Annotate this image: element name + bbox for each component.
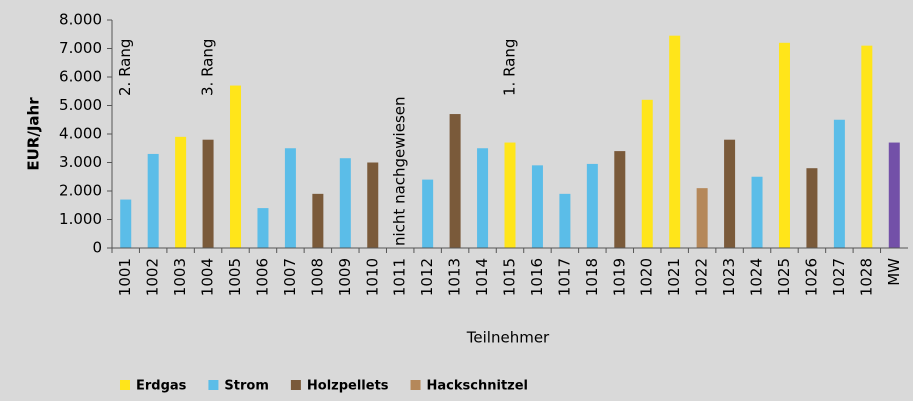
bar [367,162,379,248]
bar [339,158,351,248]
bar [559,193,571,248]
y-tick-label: 1.000 [59,210,102,228]
bar [477,148,489,248]
x-tick-label: 1011 [391,258,409,296]
x-tick-label: 1002 [144,258,162,296]
y-tick-label: 2.000 [59,182,102,200]
x-tick-label: 1026 [802,258,820,296]
x-tick-label: 1019 [610,258,628,296]
legend-label: Erdgas [136,379,187,394]
bar [422,179,434,248]
legend-label: Holzpellets [307,379,389,394]
x-tick-label: 1020 [638,258,656,296]
x-tick-label: 1006 [253,258,271,296]
y-tick-label: 8.000 [59,11,102,29]
bar [861,45,873,249]
bar [257,208,269,248]
x-tick-label: 1016 [528,258,546,296]
y-tick-label: 3.000 [59,153,102,171]
x-tick-label: 1022 [693,258,711,296]
x-tick-label: 1017 [555,258,573,296]
bar [751,176,763,248]
x-tick-label: 1008 [308,258,326,296]
bar [833,119,845,248]
x-tick-label: 1001 [116,258,134,296]
x-tick-label: 1024 [748,258,766,296]
annotation: nicht nachgewiesen [391,97,409,247]
annotation: 1. Rang [501,39,519,96]
bar [531,165,543,248]
x-tick-label: 1010 [363,258,381,296]
y-axis-title: EUR/Jahr [25,97,43,171]
bar [449,114,461,248]
bar [230,85,242,248]
bar [120,199,132,248]
x-tick-label: MW [885,258,903,286]
bar [504,142,516,248]
x-tick-label: 1028 [857,258,875,296]
x-tick-label: 1013 [446,258,464,296]
x-tick-label: 1018 [583,258,601,296]
legend-swatch [290,380,301,390]
bar [888,142,900,248]
legend-swatch [410,380,421,390]
x-tick-label: 1007 [281,258,299,296]
x-tick-label: 1003 [171,258,189,296]
x-tick-label: 1027 [830,258,848,296]
x-tick-label: 1009 [336,258,354,296]
bar [614,151,626,248]
y-tick-label: 0 [92,239,102,257]
legend-label: Hackschnitzel [427,379,528,394]
bar [202,139,214,248]
x-tick-label: 1014 [473,258,491,296]
bar [284,148,296,248]
x-tick-label: 1025 [775,258,793,296]
bar [778,42,790,248]
x-tick-label: 1023 [720,258,738,296]
bar [669,35,681,248]
legend-label: Strom [224,379,268,394]
y-tick-label: 7.000 [59,39,102,57]
bar [175,136,187,248]
bar [312,193,324,248]
bar [586,163,598,248]
bar [806,168,818,248]
annotation: 2. Rang [116,39,134,96]
y-tick-label: 4.000 [59,125,102,143]
x-axis-title: Teilnehmer [466,329,550,347]
x-tick-label: 1012 [418,258,436,296]
y-tick-label: 6.000 [59,68,102,86]
y-tick-label: 5.000 [59,96,102,114]
annotation: 3. Rang [199,39,217,96]
bar [696,188,708,248]
x-tick-label: 1004 [199,258,217,296]
legend-swatch [120,380,130,390]
bar [724,139,736,248]
bar [147,153,159,248]
x-tick-label: 1015 [501,258,519,296]
bar [641,99,653,248]
x-tick-label: 1005 [226,258,244,296]
legend-swatch [208,380,219,390]
x-tick-label: 1021 [665,258,683,296]
